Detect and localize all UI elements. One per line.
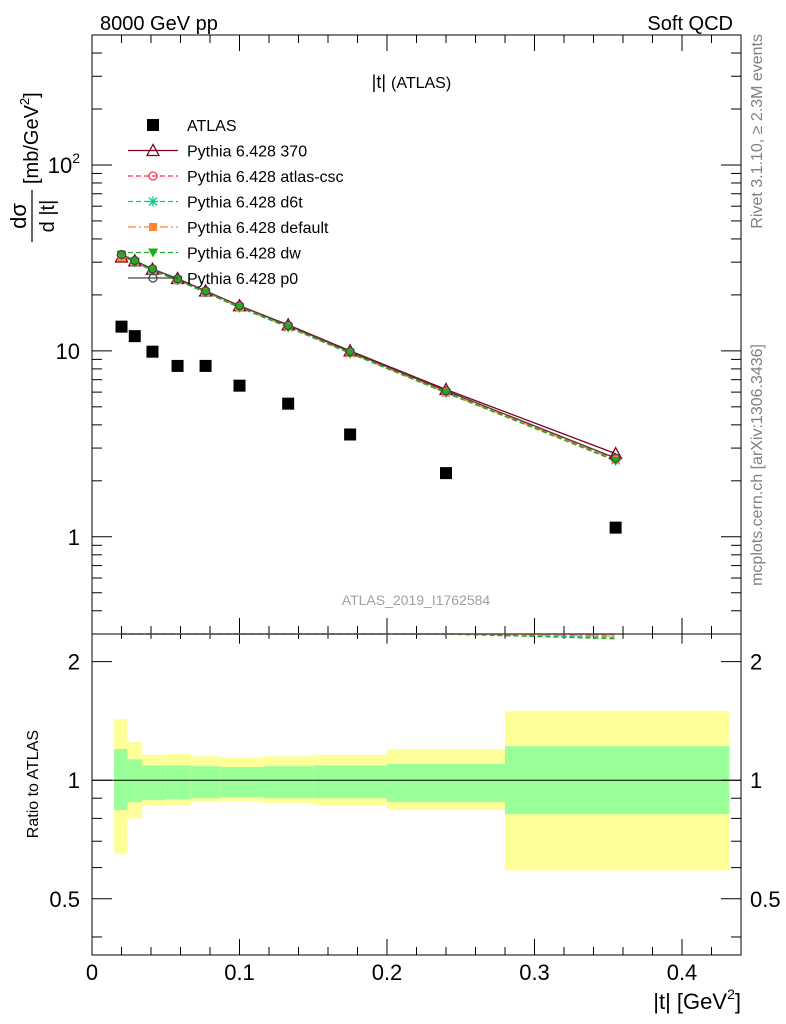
point-dw bbox=[200, 288, 211, 298]
y-tick-label-ratio-left: 0.5 bbox=[49, 887, 80, 912]
point-dw bbox=[129, 257, 140, 267]
legend-marker-d6t bbox=[148, 196, 158, 207]
point-data bbox=[128, 330, 141, 343]
point-dw bbox=[441, 388, 451, 398]
y-tick-label-main: 10 bbox=[56, 339, 80, 364]
data-markers bbox=[114, 249, 623, 534]
point-data bbox=[440, 467, 452, 480]
y-axis-label-ratio: Ratio to ATLAS bbox=[25, 730, 42, 838]
legend-label-default: Pythia 6.428 default bbox=[187, 220, 329, 237]
x-axis-label: |t| [GeV2] bbox=[653, 986, 741, 1014]
legend-marker-p370 bbox=[145, 143, 161, 157]
point-data bbox=[115, 320, 128, 333]
y-tick-label-ratio-right: 0.5 bbox=[750, 887, 781, 912]
y-tick-label-ratio-right: 2 bbox=[750, 650, 762, 675]
band-inner-4 bbox=[190, 766, 221, 799]
legend-marker-data bbox=[147, 119, 159, 131]
main-axis-ticks bbox=[91, 34, 742, 635]
point-dw bbox=[234, 303, 245, 313]
y-label-denominator: d |t| bbox=[37, 200, 59, 233]
y-tick-label-ratio-left: 1 bbox=[68, 768, 80, 793]
legend-label-dw: Pythia 6.428 dw bbox=[187, 246, 301, 263]
point-dw bbox=[610, 456, 621, 466]
legend-marker-default bbox=[149, 223, 157, 231]
legend-marker-atlascsc bbox=[148, 171, 158, 181]
band-inner-6 bbox=[263, 766, 314, 799]
y-tick-label-exponent: 2 bbox=[72, 150, 80, 166]
series-line-dw bbox=[121, 254, 616, 462]
point-data bbox=[171, 359, 184, 372]
point-data bbox=[282, 397, 295, 410]
x-tick-label: 0.1 bbox=[224, 960, 255, 985]
ratio-y-tick-labels: 0.5 0.5 1 1 2 2 bbox=[49, 650, 780, 912]
main-y-tick-labels: 1 10 102 bbox=[48, 150, 80, 550]
mcplots-info: mcplots.cern.ch [arXiv:1306.3436] bbox=[749, 344, 766, 586]
y-tick-label-ratio-left: 2 bbox=[68, 650, 80, 675]
y-axis-label-main: dσ d |t| [mb/GeV2] bbox=[6, 92, 59, 242]
point-p0 bbox=[147, 264, 158, 274]
legend-label-p370: Pythia 6.428 370 bbox=[187, 144, 307, 161]
x-tick-label: 0.3 bbox=[519, 960, 550, 985]
point-p0 bbox=[200, 286, 211, 296]
point-p0 bbox=[345, 347, 355, 357]
y-label-unit: [mb/GeV2] bbox=[17, 92, 43, 184]
band-inner-8 bbox=[387, 763, 505, 803]
band-inner-2 bbox=[142, 765, 166, 801]
point-data bbox=[146, 345, 159, 358]
plot-title: |t| bbox=[372, 72, 386, 92]
ratio-uncertainty-bands bbox=[114, 710, 730, 871]
legend-marker-dw bbox=[148, 248, 158, 258]
point-p0 bbox=[283, 320, 293, 331]
band-inner-7 bbox=[313, 765, 387, 799]
x-tick-label: 0 bbox=[86, 960, 98, 985]
y-tick-label-main: 1 bbox=[68, 525, 80, 550]
legend-label-d6t: Pythia 6.428 d6t bbox=[187, 195, 303, 212]
band-inner-3 bbox=[165, 765, 191, 800]
band-inner-0 bbox=[114, 748, 128, 811]
y-label-numerator: dσ bbox=[6, 203, 31, 229]
point-p0 bbox=[234, 301, 245, 311]
legend-label-atlascsc: Pythia 6.428 atlas-csc bbox=[187, 169, 344, 186]
analysis-id: ATLAS_2019_I1762584 bbox=[342, 592, 491, 608]
x-tick-label: 0.2 bbox=[372, 960, 403, 985]
category-label: Soft QCD bbox=[647, 13, 733, 35]
point-dw bbox=[283, 323, 294, 333]
point-dw bbox=[147, 266, 158, 276]
legend-label-data: ATLAS bbox=[187, 118, 237, 135]
y-tick-label-main: 102 bbox=[48, 150, 80, 178]
legend-marker-p0 bbox=[148, 273, 158, 283]
point-p0 bbox=[130, 255, 140, 266]
point-data bbox=[199, 359, 212, 372]
y-tick-label-ratio-right: 1 bbox=[750, 768, 762, 793]
series-line-p0 bbox=[121, 253, 616, 459]
point-dw bbox=[116, 250, 127, 260]
mc-prediction-lines bbox=[121, 253, 616, 462]
point-p0 bbox=[172, 274, 183, 284]
point-p0 bbox=[610, 453, 621, 463]
point-p0 bbox=[441, 386, 451, 396]
x-tick-labels: 0 0.1 0.2 0.3 0.4 bbox=[86, 960, 697, 985]
rivet-info: Rivet 3.1.10, ≥ 2.3M events bbox=[749, 34, 766, 229]
point-data bbox=[233, 379, 246, 392]
point-dw bbox=[345, 349, 356, 359]
legend: ATLAS Pythia 6.428 370 Pythia 6.428 atlas-… bbox=[128, 118, 344, 288]
point-p0 bbox=[116, 249, 127, 260]
x-tick-label: 0.4 bbox=[667, 960, 698, 985]
legend-label-p0: Pythia 6.428 p0 bbox=[187, 271, 298, 288]
collision-label: 8000 GeV pp bbox=[100, 13, 218, 35]
band-inner-5 bbox=[220, 767, 264, 798]
ratio-prediction-lines bbox=[121, 633, 616, 640]
point-data bbox=[609, 521, 622, 534]
point-data bbox=[344, 428, 357, 441]
plot-subtitle: (ATLAS) bbox=[391, 75, 451, 92]
